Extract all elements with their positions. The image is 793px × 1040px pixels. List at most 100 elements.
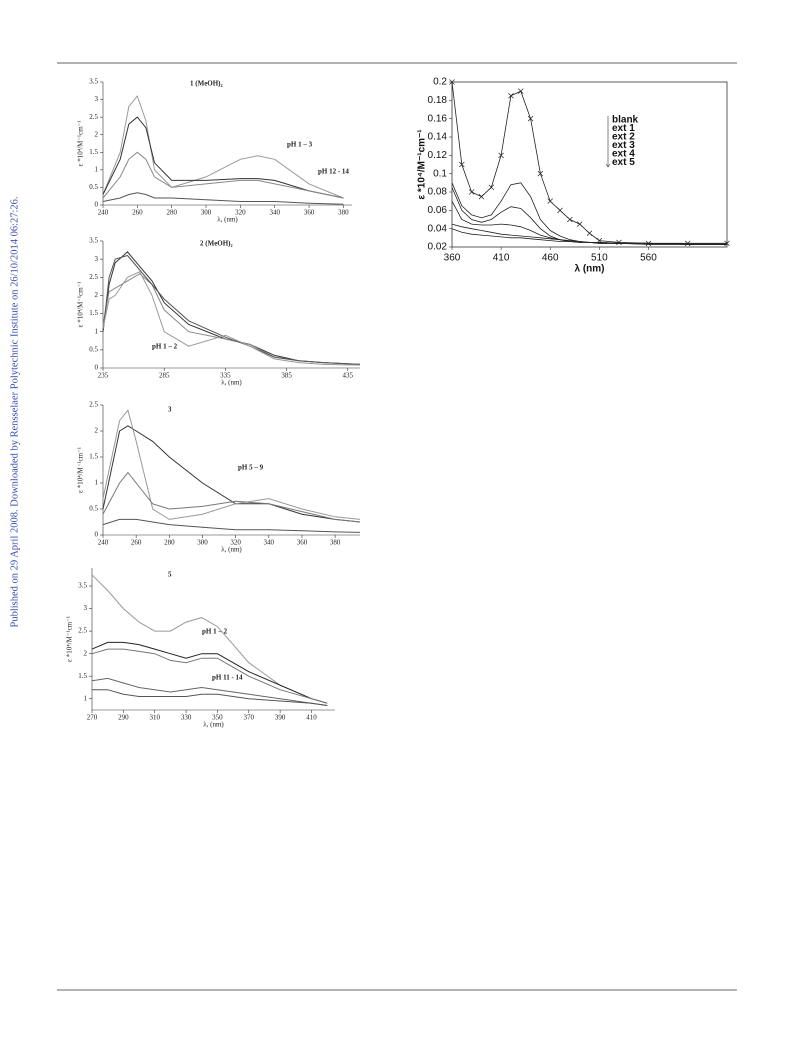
y-tick-label: 2	[84, 649, 88, 657]
y-tick-label: 1.5	[89, 453, 98, 461]
series-line	[102, 273, 361, 365]
annotation: pH 12 - 14	[318, 168, 349, 176]
x-tick-label: 380	[338, 209, 349, 217]
x-tick-label: 320	[235, 209, 246, 217]
x-tick-label: 270	[87, 714, 98, 722]
y-tick-label: 1	[95, 165, 99, 173]
series-line	[91, 677, 328, 706]
series-line	[102, 251, 361, 365]
chart: 0.02 0.04 0.06 0.08 0.1 0.12 0.14 0.16 0.18 0.2 36…	[417, 77, 730, 275]
chart-title: 3	[168, 406, 172, 414]
y-tick-label: 1.5	[89, 309, 98, 317]
x-tick-label: 260	[131, 539, 142, 547]
y-tick-label: 0.14	[428, 132, 448, 143]
y-tick-label: 0	[95, 364, 99, 372]
y-axis-label: ε *10⁴/M⁻¹cm⁻¹	[66, 616, 74, 662]
x-tick-label: 410	[306, 714, 317, 722]
y-tick-label: 1	[84, 694, 88, 702]
chart: 0 0.5 1 1.5 2 2.5 3 3.5 240 260 280 300 320 340 360 380…	[77, 78, 352, 224]
legend-label: ext 4	[612, 149, 635, 160]
point-marker	[547, 198, 553, 204]
series-line	[102, 409, 361, 520]
annotation: pH 1 – 2	[152, 343, 178, 351]
x-tick-label: 410	[493, 253, 510, 264]
legend-label: blank	[612, 115, 639, 126]
y-axis-label: ε *10⁴/M⁻¹cm⁻¹	[77, 282, 85, 328]
legend-label: ext 1	[612, 123, 635, 134]
y-tick-label: 0	[95, 201, 99, 209]
x-tick-label: 370	[244, 714, 255, 722]
series-line	[451, 182, 727, 245]
y-tick-label: 3.5	[89, 237, 98, 245]
legend-label: ext 5	[612, 157, 635, 168]
x-tick-label: 560	[640, 253, 657, 264]
y-tick-label: 0.5	[89, 183, 98, 191]
x-tick-label: 300	[197, 539, 208, 547]
plot-frame	[451, 81, 728, 248]
series-line	[102, 471, 361, 523]
y-tick-label: 0.04	[428, 223, 448, 234]
y-tick-label: 3	[84, 604, 88, 612]
y-tick-label: 1	[95, 327, 99, 335]
x-tick-label: 240	[98, 539, 109, 547]
x-tick-label: 460	[542, 253, 559, 264]
y-axis-label: ε *10⁴/M⁻¹cm⁻¹	[77, 447, 85, 493]
x-tick-label: 280	[166, 209, 177, 217]
y-tick-label: 3	[95, 95, 99, 103]
x-tick-label: 380	[330, 539, 341, 547]
x-axis-label: λ (nm)	[575, 264, 605, 275]
point-marker	[488, 184, 495, 191]
y-tick-label: 0.5	[89, 505, 98, 513]
series-line	[91, 648, 328, 704]
y-tick-label: 1.5	[89, 148, 98, 156]
point-marker	[684, 240, 691, 247]
y-tick-label: 0.1	[433, 168, 447, 179]
x-tick-label: 510	[591, 253, 608, 264]
y-tick-label: 0.16	[428, 113, 448, 124]
y-tick-label: 0.08	[428, 187, 448, 198]
series-line	[91, 641, 328, 704]
x-tick-label: 290	[118, 714, 129, 722]
point-marker	[498, 152, 504, 159]
point-marker	[724, 240, 730, 247]
series-line	[91, 574, 328, 704]
series-line	[102, 151, 344, 199]
point-marker	[468, 189, 475, 195]
annotation: pH 1 – 2	[202, 628, 228, 636]
x-tick-label: 435	[343, 372, 354, 380]
point-marker	[537, 170, 544, 177]
x-tick-label: 360	[304, 209, 315, 217]
y-tick-label: 0.18	[428, 95, 448, 106]
y-tick-label: 0.5	[89, 345, 98, 353]
y-tick-label: 2.5	[78, 627, 87, 635]
legend-label: ext 2	[612, 132, 635, 143]
y-tick-label: 3.5	[89, 78, 98, 86]
point-marker	[459, 161, 465, 168]
chart: 1 1.5 2 2.5 3 3.5 270 290 310 330 350 370 390 410 λ, (…	[66, 568, 335, 729]
series-line	[102, 116, 344, 199]
y-tick-label: 2	[95, 130, 99, 138]
y-tick-label: 2	[95, 291, 99, 299]
series-line	[102, 518, 361, 533]
y-tick-label: 2.5	[89, 273, 98, 281]
point-marker	[567, 216, 573, 223]
chart-title: 2 (MeOH)₂	[200, 240, 233, 248]
series-line	[92, 689, 328, 706]
y-tick-label: 3.5	[78, 582, 87, 590]
x-tick-label: 335	[220, 372, 231, 380]
x-tick-label: 285	[159, 372, 170, 380]
annotation: pH 11 - 14	[212, 674, 243, 682]
chart-title: 1 (MeOH)₂	[190, 80, 223, 88]
point-marker	[576, 221, 583, 227]
x-tick-label: 385	[281, 372, 292, 380]
series-line	[102, 254, 361, 365]
y-tick-label: 2.5	[89, 401, 98, 409]
annotation: pH 1 – 3	[287, 141, 313, 149]
x-tick-label: 350	[212, 714, 223, 722]
x-tick-label: 390	[275, 714, 286, 722]
series-line	[451, 81, 727, 244]
series-line	[102, 425, 361, 523]
y-tick-label: 0.12	[428, 150, 448, 161]
y-tick-label: 2	[95, 427, 99, 435]
